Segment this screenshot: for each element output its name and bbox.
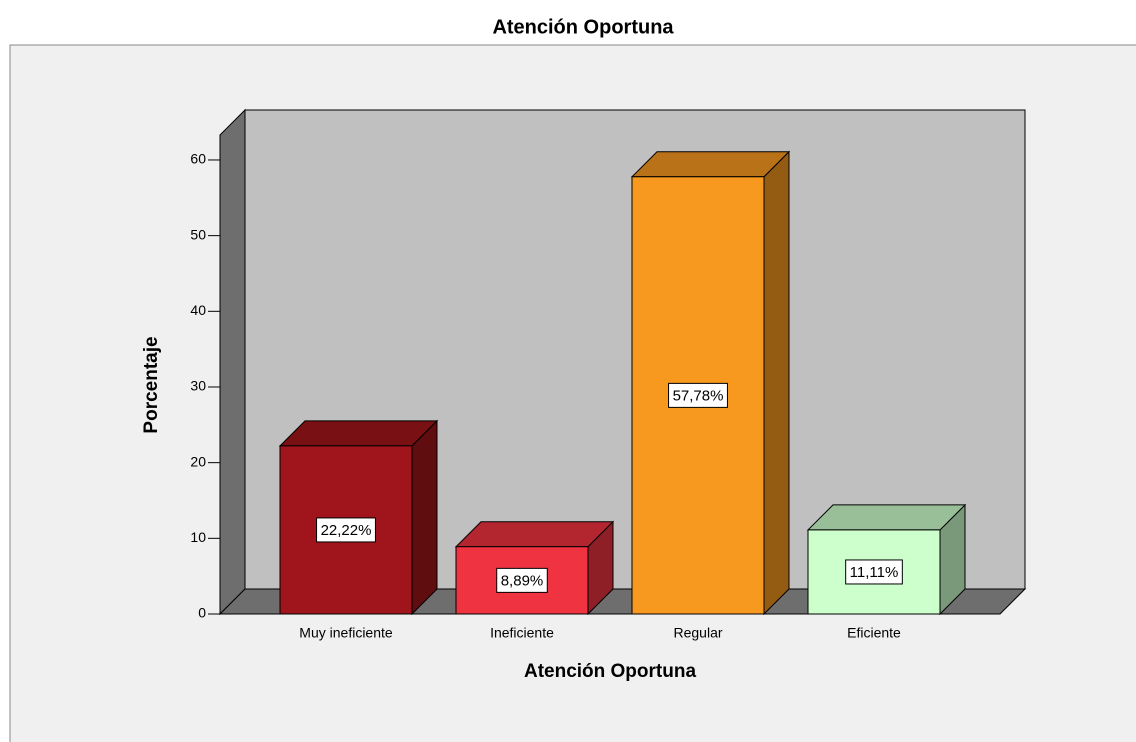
bar-top (630, 151, 791, 178)
value-label: 57,78% (673, 387, 724, 404)
y-tick-label: 60 (190, 151, 206, 167)
bar-top (278, 420, 439, 447)
bar-side (411, 419, 438, 616)
y-tick-label: 0 (198, 605, 206, 621)
y-tick-label: 40 (190, 302, 206, 318)
value-label-box (668, 382, 728, 408)
value-label: 8,89% (501, 572, 544, 589)
x-axis-label: Atención Oportuna (524, 661, 696, 682)
chart-title: Atención Oportuna (492, 16, 674, 38)
bar-top (806, 504, 967, 531)
y-tick-label: 20 (190, 453, 206, 469)
left-wall (219, 108, 246, 616)
value-label: 22,22% (321, 522, 372, 539)
value-label-box (316, 517, 376, 543)
x-tick-label: Eficiente (847, 625, 901, 641)
y-tick-label: 10 (190, 529, 206, 545)
x-tick-label: Regular (673, 625, 722, 641)
value-label-box (845, 559, 903, 585)
y-tick-label: 30 (190, 378, 206, 394)
value-label: 11,11% (850, 564, 899, 581)
bar (807, 529, 941, 615)
bar-top (454, 521, 615, 548)
y-axis-label: Porcentaje (141, 336, 162, 433)
value-label-box (496, 567, 548, 593)
x-tick-label: Ineficiente (490, 625, 554, 641)
bar-side (763, 150, 790, 616)
y-tick-label: 50 (190, 226, 206, 242)
x-tick-label: Muy ineficiente (299, 625, 393, 641)
